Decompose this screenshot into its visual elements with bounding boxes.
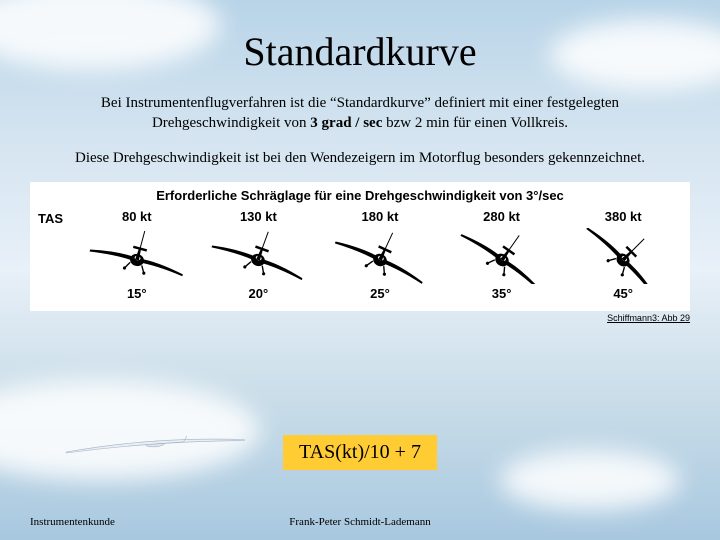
- bank-label: 35°: [492, 286, 512, 301]
- plane-icon: [443, 228, 561, 284]
- diagram-row: TAS 80 kt 15° 130 kt: [38, 209, 682, 301]
- glider-icon: [60, 428, 250, 458]
- bank-label: 45°: [613, 286, 633, 301]
- footer-left: Instrumentenkunde: [30, 516, 115, 528]
- diagram-columns: 80 kt 15° 130 kt: [78, 209, 682, 301]
- speed-label: 280 kt: [483, 209, 520, 224]
- plane-icon: [200, 228, 318, 284]
- plane-icon: [321, 228, 439, 284]
- plane-icon: [78, 228, 196, 284]
- para1-bold: 3 grad / sec: [310, 115, 382, 131]
- paragraph-2: Diese Drehgeschwindigkeit ist bei den We…: [30, 148, 690, 168]
- speed-label: 130 kt: [240, 209, 277, 224]
- slide: Standardkurve Bei Instrumentenflugverfah…: [0, 0, 720, 540]
- footer-center: Frank-Peter Schmidt-Lademann: [289, 516, 430, 528]
- diagram-column: 280 kt 35°: [443, 209, 561, 301]
- speed-label: 180 kt: [362, 209, 399, 224]
- bank-label: 15°: [127, 286, 147, 301]
- diagram-column: 180 kt 25°: [321, 209, 439, 301]
- bank-label: 25°: [370, 286, 390, 301]
- formula-box: TAS(kt)/10 + 7: [283, 435, 437, 470]
- paragraph-1: Bei Instrumentenflugverfahren ist die “S…: [30, 93, 690, 134]
- diagram-column: 130 kt 20°: [200, 209, 318, 301]
- diagram-column: 380 kt 45°: [564, 209, 682, 301]
- bank-angle-diagram: Erforderliche Schräglage für eine Drehge…: [30, 182, 690, 311]
- page-title: Standardkurve: [30, 28, 690, 75]
- diagram-column: 80 kt 15°: [78, 209, 196, 301]
- plane-icon: [564, 228, 682, 284]
- speed-label: 380 kt: [605, 209, 642, 224]
- para1-post: bzw 2 min für einen Vollkreis.: [382, 115, 568, 131]
- tas-label: TAS: [38, 209, 74, 226]
- speed-label: 80 kt: [122, 209, 152, 224]
- diagram-attribution: Schiffmann3: Abb 29: [607, 313, 690, 323]
- diagram-title: Erforderliche Schräglage für eine Drehge…: [38, 188, 682, 203]
- bank-label: 20°: [249, 286, 269, 301]
